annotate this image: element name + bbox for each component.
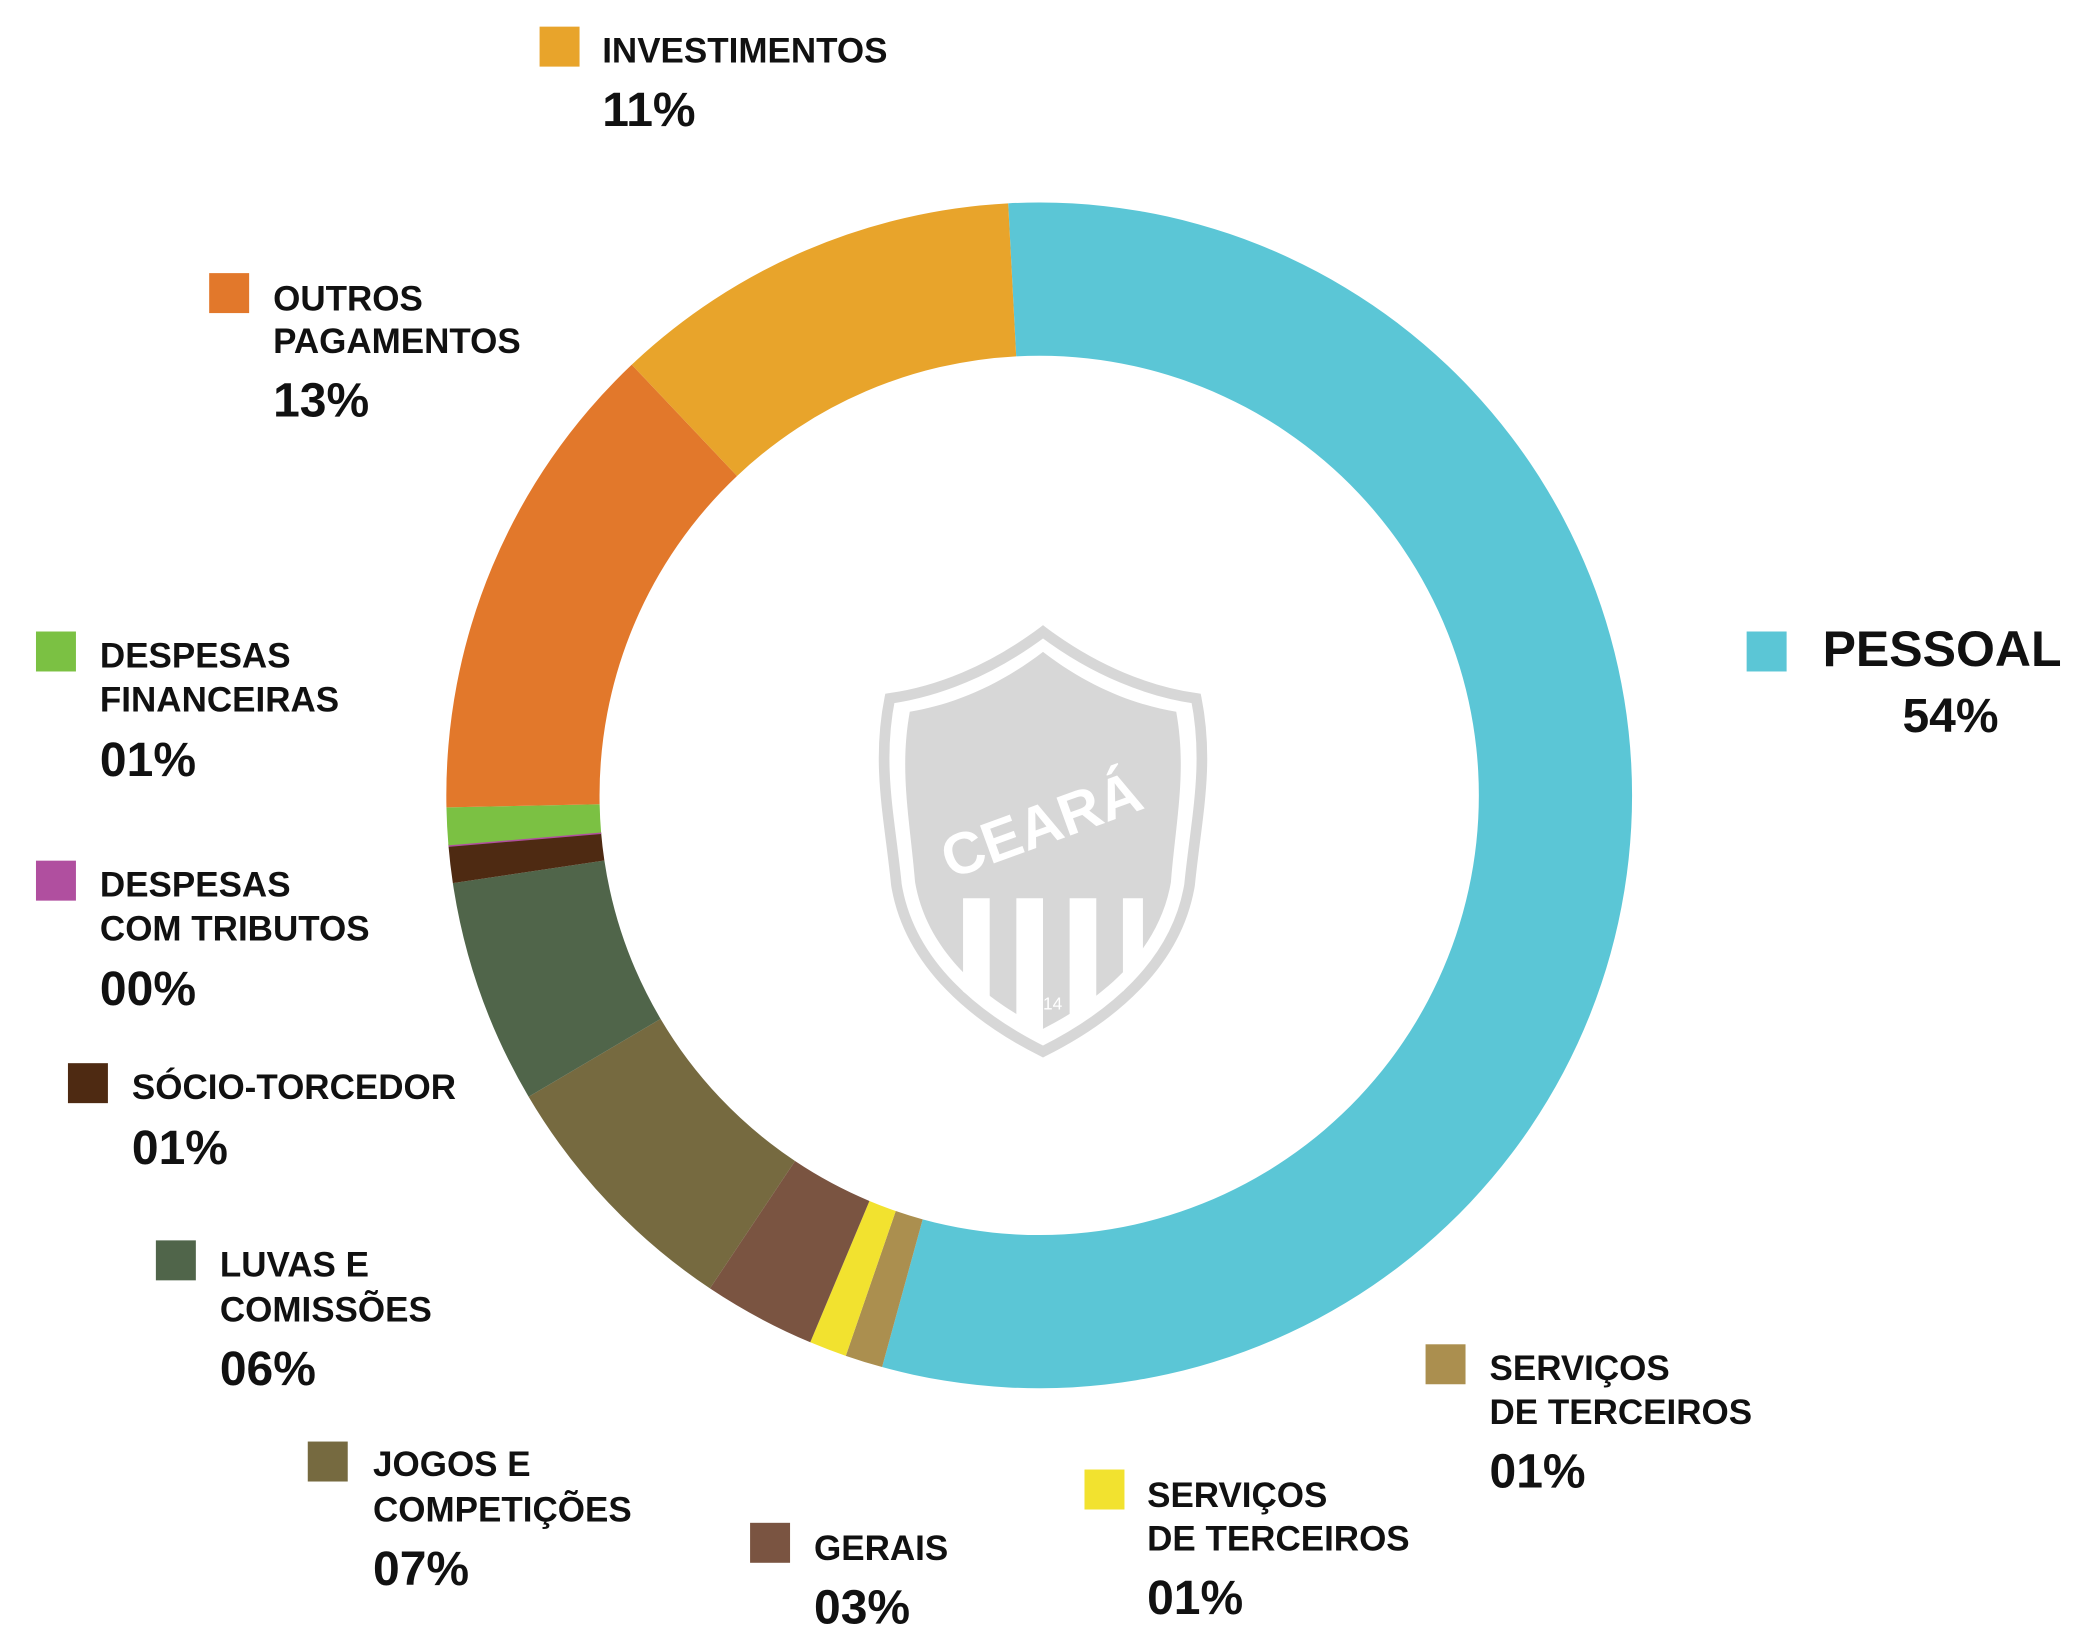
donut-segment — [810, 1200, 896, 1356]
legend-swatch — [35, 631, 76, 672]
legend-swatch — [155, 1240, 196, 1281]
legend-swatch — [750, 1522, 791, 1563]
data-label: 13% — [273, 374, 369, 427]
legend-swatch — [209, 273, 250, 314]
legend-label: COMPETIÇÕES — [373, 1489, 632, 1529]
donut-segment — [446, 364, 738, 808]
legend-label: DESPESAS — [100, 636, 291, 675]
legend-label: PESSOAL — [1823, 621, 2062, 677]
data-label: 00% — [100, 963, 196, 1016]
donut-segment — [845, 1210, 923, 1368]
legend-label: COMISSÕES — [220, 1290, 432, 1330]
logo-year: 1914 — [1024, 993, 1063, 1013]
data-label: 01% — [100, 734, 196, 787]
donut-segment — [452, 860, 661, 1097]
donut-segment — [631, 203, 1017, 476]
legend-swatch — [1746, 631, 1787, 672]
donut-segment — [882, 202, 1633, 1389]
legend-label: LUVAS E — [220, 1245, 369, 1284]
donut-segment — [448, 832, 605, 884]
data-label: 01% — [1147, 1572, 1243, 1625]
data-label: 01% — [132, 1122, 228, 1175]
legend-label: JOGOS E — [373, 1445, 531, 1484]
legend-label: DE TERCEIROS — [1490, 1393, 1753, 1432]
donut-segment — [446, 804, 602, 846]
data-label: 07% — [373, 1543, 469, 1596]
legend-swatch — [539, 26, 580, 67]
donut-segment — [709, 1161, 870, 1343]
legend-label: COM TRIBUTOS — [100, 910, 370, 949]
logo: CEARÁ 1914 — [878, 625, 1208, 1058]
data-label: 03% — [814, 1581, 910, 1625]
legend-label: DESPESAS — [100, 866, 291, 905]
legend-label: SERVIÇOS — [1490, 1349, 1670, 1388]
legend-label: DE TERCEIROS — [1147, 1520, 1410, 1559]
legend-label: INVESTIMENTOS — [602, 32, 887, 71]
legend-label: OUTROS — [273, 279, 423, 318]
data-label: 54% — [1902, 690, 1998, 743]
legend-label: SERVIÇOS — [1147, 1476, 1327, 1515]
legend-label: SÓCIO-TORCEDOR — [132, 1067, 456, 1107]
donut-segment — [528, 1018, 796, 1289]
legend-swatch — [307, 1441, 348, 1482]
data-label: 11% — [602, 84, 695, 137]
data-label: 06% — [220, 1343, 316, 1396]
legend-label: FINANCEIRAS — [100, 680, 339, 719]
legend-swatch — [1084, 1469, 1125, 1510]
legend-swatch — [35, 860, 76, 901]
legend-swatch — [1425, 1344, 1466, 1385]
legend-swatch — [67, 1063, 108, 1104]
legend-label: PAGAMENTOS — [273, 322, 521, 361]
data-label: 01% — [1490, 1446, 1586, 1499]
legend-label: GERAIS — [814, 1529, 948, 1568]
